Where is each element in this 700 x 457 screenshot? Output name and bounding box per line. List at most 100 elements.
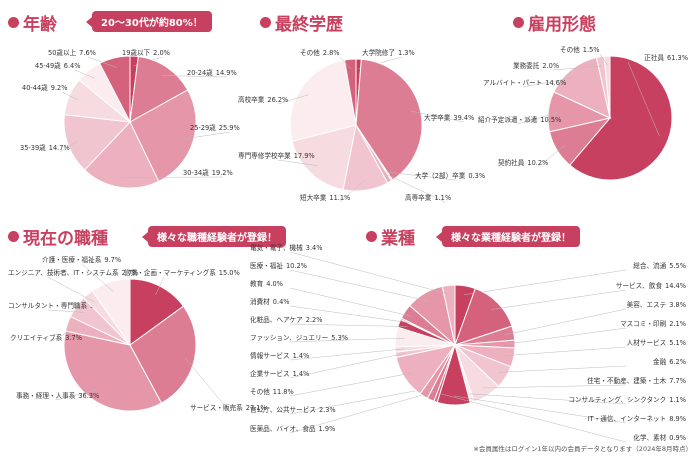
industry-label-7: コンサルティング、シンクタンク 1.1%	[568, 395, 686, 404]
age-leader-line-7	[87, 56, 117, 68]
industry-leader-line-9	[438, 393, 627, 443]
industry-leader-line-17	[289, 305, 410, 323]
header-education-label: 最終学歴	[275, 15, 343, 35]
age-leader-line-6	[74, 69, 95, 79]
industry-label-20: 電気・電子、機械 3.4%	[250, 243, 323, 252]
industry-leader-line-15	[289, 337, 405, 343]
education-leader-line-6	[277, 94, 309, 105]
education-slice-5	[291, 124, 357, 191]
industry-leader-line-20	[289, 251, 450, 295]
education-label-2: 大学（2部）卒業 0.3%	[415, 171, 485, 180]
header-age: 年齢	[8, 10, 57, 35]
employment-slice-0	[569, 55, 673, 181]
age-leader-line-4	[59, 141, 78, 153]
industry-leader-line-14	[289, 348, 405, 361]
age-leader-line-1	[161, 75, 228, 78]
industry-label-18: 教育 4.0%	[250, 279, 283, 288]
age-label-4: 35-39歳 14.7%	[20, 143, 70, 152]
job-leader-line-5	[47, 276, 95, 303]
badge-age: 20〜30代が約80%！	[86, 11, 212, 32]
bullet-dot-icon	[8, 17, 19, 28]
age-slice-2	[129, 89, 197, 183]
education-leader-line-2	[386, 171, 456, 181]
industry-label-2: 美容、エステ 3.8%	[627, 300, 686, 309]
industry-label-13: 企業サービス 1.4%	[250, 369, 309, 378]
education-label-1: 大学卒業 39.4%	[424, 113, 474, 122]
education-label-5: 専門専修学校卒業 17.9%	[238, 151, 315, 160]
industry-leader-line-18	[289, 287, 413, 317]
industry-leader-line-12	[289, 372, 413, 397]
industry-slice-1	[454, 287, 513, 346]
industry-label-1: サービス、飲食 14.4%	[616, 281, 686, 290]
industry-label-16: 化粧品、ヘアケア 2.2%	[250, 315, 323, 324]
age-label-3: 30-34歳 19.2%	[183, 168, 233, 177]
industry-label-0: 総合、流通 5.5%	[633, 261, 686, 270]
bullet-dot-icon	[8, 231, 19, 242]
industry-label-10: 医薬品、バイオ、食品 1.9%	[250, 424, 335, 433]
industry-leader-line-13	[289, 353, 405, 379]
industry-label-11: 官公庁、公共サービス 2.3%	[250, 405, 336, 414]
industry-leader-line-6	[482, 384, 627, 389]
industry-leader-line-10	[289, 391, 435, 434]
job-leader-line-1	[184, 357, 231, 413]
industry-leader-line-11	[289, 388, 429, 415]
education-slice-6	[289, 59, 357, 142]
job-label-5: エンジニア、技術者、IT・システム系 2.7%	[8, 268, 138, 277]
header-employment: 雇用形態	[513, 10, 596, 35]
industry-label-6: 住宅・不動産、建築・土木 7.7%	[587, 376, 686, 385]
education-leader-line-7	[339, 56, 352, 70]
industry-label-4: 人材サービス 5.1%	[627, 338, 686, 347]
industry-leader-line-7	[469, 393, 627, 405]
industry-label-17: 消費材 0.4%	[250, 297, 290, 306]
industry-label-15: ファッション、ジュエリー 5.3%	[250, 334, 348, 342]
job-leader-line-0	[155, 276, 165, 296]
industry-label-12: その他 11.8%	[250, 387, 294, 396]
industry-slice-20	[441, 284, 456, 346]
industry-leader-line-3	[505, 327, 627, 345]
education-label-3: 高専卒業 1.1%	[405, 193, 451, 202]
age-slice-7	[98, 55, 131, 123]
job-label-1: サービス・販売系 27.1%	[190, 403, 267, 412]
job-slice-6	[91, 278, 131, 347]
job-slice-2	[63, 330, 163, 412]
industry-label-3: マスコミ・印刷 2.1%	[620, 320, 686, 328]
age-slice-1	[129, 55, 189, 123]
job-label-3: クリエイティブ系 3.7%	[10, 333, 82, 342]
job-label-2: 事務・経理・人事系 36.3%	[16, 391, 99, 400]
employment-slice-5	[603, 55, 611, 119]
industry-label-5: 金融 6.2%	[653, 357, 686, 366]
education-leader-line-3	[384, 173, 446, 203]
education-label-7: その他 2.8%	[300, 48, 340, 57]
industry-leader-line-16	[289, 323, 408, 327]
footnote: ※会員属性はログイン1年以内の会員データとなります（2024年8月時点）	[473, 445, 692, 453]
industry-leader-line-2	[504, 308, 627, 336]
employment-leader-line-5	[599, 53, 608, 66]
industry-leader-line-19	[289, 269, 430, 302]
industry-leader-line-4	[504, 346, 627, 356]
employment-label-2: 紹介予定派遣・派遣 10.5%	[478, 115, 561, 124]
bullet-dot-icon	[260, 17, 271, 28]
age-label-0: 19歳以下 2.0%	[122, 48, 170, 57]
header-job: 現在の職種	[8, 224, 108, 249]
header-job-label: 現在の職種	[23, 229, 108, 249]
employment-label-1: 契約社員 10.2%	[498, 158, 548, 167]
age-label-1: 20-24歳 14.9%	[187, 68, 237, 77]
education-leader-line-4	[339, 180, 365, 203]
header-education: 最終学歴	[260, 10, 343, 35]
industry-label-8: IT・通信、インターネット 8.9%	[588, 414, 686, 423]
age-leader-line-2	[183, 131, 231, 140]
industry-leader-line-1	[491, 289, 627, 310]
job-leader-line-3	[49, 326, 78, 343]
employment-leader-line-2	[517, 112, 558, 125]
education-leader-line-5	[277, 159, 318, 166]
age-slice-4	[63, 114, 132, 171]
education-slice-7	[343, 58, 357, 126]
employment-leader-line-0	[627, 61, 660, 137]
industry-label-19: 医療・福祉 10.2%	[250, 261, 307, 270]
age-label-6: 45-49歳 6.4%	[35, 61, 81, 70]
header-industry: 業種	[366, 224, 415, 249]
employment-leader-line-3	[522, 76, 577, 88]
age-label-7: 50歳以上 7.6%	[48, 48, 96, 57]
job-slice-1	[129, 305, 197, 404]
header-industry-label: 業種	[381, 229, 415, 249]
